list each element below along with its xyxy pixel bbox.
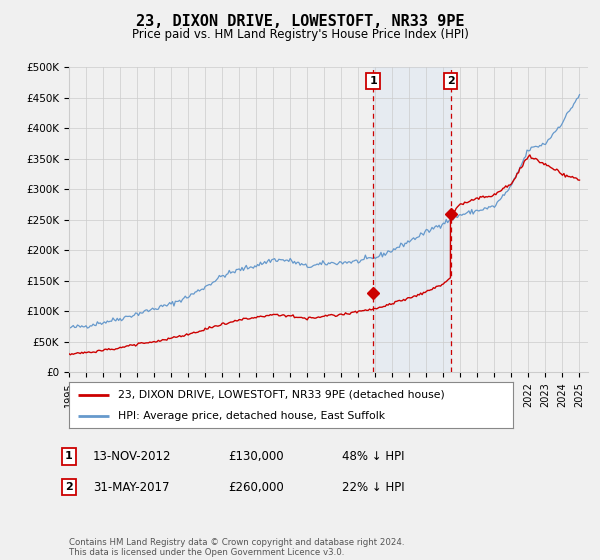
Text: 31-MAY-2017: 31-MAY-2017 [93,480,170,494]
Text: Price paid vs. HM Land Registry's House Price Index (HPI): Price paid vs. HM Land Registry's House … [131,28,469,41]
Text: 23, DIXON DRIVE, LOWESTOFT, NR33 9PE (detached house): 23, DIXON DRIVE, LOWESTOFT, NR33 9PE (de… [118,390,445,400]
Text: 13-NOV-2012: 13-NOV-2012 [93,450,172,463]
Text: 48% ↓ HPI: 48% ↓ HPI [342,450,404,463]
Text: HPI: Average price, detached house, East Suffolk: HPI: Average price, detached house, East… [118,411,385,421]
Text: Contains HM Land Registry data © Crown copyright and database right 2024.
This d: Contains HM Land Registry data © Crown c… [69,538,404,557]
Text: 2: 2 [65,482,73,492]
Text: 22% ↓ HPI: 22% ↓ HPI [342,480,404,494]
Text: 1: 1 [65,451,73,461]
Bar [373,67,451,372]
Text: 23, DIXON DRIVE, LOWESTOFT, NR33 9PE: 23, DIXON DRIVE, LOWESTOFT, NR33 9PE [136,14,464,29]
Text: £260,000: £260,000 [228,480,284,494]
Text: 1: 1 [369,76,377,86]
Text: 2: 2 [446,76,454,86]
Text: £130,000: £130,000 [228,450,284,463]
